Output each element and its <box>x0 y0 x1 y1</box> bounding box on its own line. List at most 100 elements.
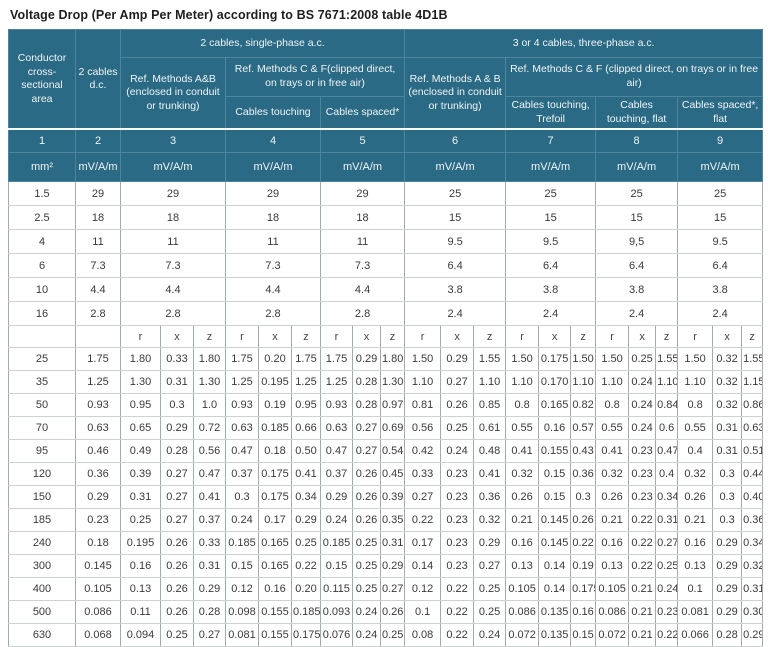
cell-value: 0.165 <box>258 531 292 556</box>
rxz-label: z <box>291 325 321 349</box>
cell-value: 0.47 <box>225 439 259 464</box>
cell-value: 0.31 <box>120 485 161 510</box>
cell-dc-value: 0.068 <box>75 623 121 647</box>
cell-value: 0.23 <box>440 531 475 556</box>
cell-value: 0.3 <box>160 393 194 418</box>
cell-area: 6 <box>8 253 76 279</box>
cell-value: 0.29 <box>712 531 743 556</box>
cell-value: 0.17 <box>258 508 292 533</box>
cell-value: 18 <box>75 205 121 231</box>
cell-value: 0.37 <box>225 462 259 487</box>
cell-dc-value: 0.63 <box>75 416 121 441</box>
cell-value: 29 <box>75 181 121 207</box>
cell-value: 0.34 <box>291 485 321 510</box>
cell-value: 7.3 <box>120 253 226 279</box>
table-row: 1.5 29 29 29 29 25 25 25 25 <box>8 181 764 207</box>
cell-value: 0.28 <box>352 393 381 418</box>
header-method-ab-single: Ref. Methods A&B (enclosed in conduit or… <box>120 57 226 130</box>
cell-value: 0.21 <box>628 577 657 602</box>
header-2-cables-dc: 2 cables d.c. <box>75 29 121 130</box>
cell-value: 0.29 <box>741 623 764 647</box>
cell-value: 0.155 <box>258 600 292 625</box>
header-conductor-area: Conductor cross-sectional area <box>8 29 76 130</box>
cell-value: 0.25 <box>655 554 679 579</box>
table-row: 120 0.36 0.39 0.27 0.47 0.37 0.175 0.41 0.37 0.26… <box>8 462 764 487</box>
rxz-label: r <box>120 325 161 349</box>
table-row: 70 0.63 0.65 0.29 0.72 0.63 0.185 0.66 0.63 0.27 0… <box>8 416 764 441</box>
cell-value: 0.42 <box>404 439 442 464</box>
cell-value: 0.32 <box>505 462 540 487</box>
cell-value: 0.28 <box>160 439 194 464</box>
cell-value: 2.4 <box>404 301 507 327</box>
cell-value: 0.36 <box>741 508 764 533</box>
cell-value: 0.23 <box>440 485 475 510</box>
page-title: Voltage Drop (Per Amp Per Meter) accordi… <box>10 8 448 22</box>
cell-value: 7.3 <box>75 253 121 279</box>
cell-value: 0.44 <box>741 462 764 487</box>
table-row: 4 11 11 11 11 9.5 9.5 9,5 9.5 <box>8 229 764 255</box>
rxz-label: z <box>570 325 597 349</box>
table-row: 150 0.29 0.31 0.27 0.41 0.3 0.175 0.34 0.29 0.26 0… <box>8 485 764 510</box>
column-number: 9 <box>677 128 764 154</box>
table-row: 185 0.23 0.25 0.27 0.37 0.24 0.17 0.29 0.24 0.26 0… <box>8 508 764 533</box>
cell-value: 0.61 <box>473 416 507 441</box>
column-unit: mV/A/m <box>319 152 406 183</box>
table-row: 2.5 18 18 18 18 15 15 15 15 <box>8 205 764 231</box>
column-unit: mm² <box>8 152 76 183</box>
rxz-label: r <box>677 325 714 349</box>
cell-value: 1.80 <box>379 347 406 372</box>
cell-dc-value: 1.25 <box>75 370 121 395</box>
cell-area: 4 <box>8 229 76 255</box>
cell-value: 0.27 <box>379 577 406 602</box>
cell-value: 0.29 <box>352 347 381 372</box>
cell-value: 0.14 <box>538 554 572 579</box>
cell-value: 0.175 <box>538 347 572 372</box>
cell-value: 0.29 <box>291 508 321 533</box>
cell-value: 0.21 <box>595 508 630 533</box>
column-unit: mV/A/m <box>225 152 321 183</box>
header-three-phase-group: 3 or 4 cables, three-phase a.c. <box>404 29 764 58</box>
cell-value: 1.55 <box>473 347 507 372</box>
rxz-label: r <box>505 325 540 349</box>
column-number: 3 <box>120 128 226 154</box>
table-row: 25 1.75 1.80 0.33 1.80 1.75 0.20 1.75 1.75 0.29 1.… <box>8 347 764 372</box>
cell-value: 0.27 <box>160 508 194 533</box>
rxz-label: r <box>595 325 630 349</box>
cell-value: 1.80 <box>193 347 226 372</box>
cell-value: 0.15 <box>570 623 597 647</box>
cell-value: 1.30 <box>379 370 406 395</box>
cell-value: 1.50 <box>677 347 714 372</box>
cell-value: 1.50 <box>595 347 630 372</box>
cell-value: 0.3 <box>712 462 743 487</box>
cell-area: 10 <box>8 277 76 303</box>
column-unit: mV/A/m <box>120 152 226 183</box>
cell-value: 0.29 <box>379 554 406 579</box>
cell-value: 0.23 <box>628 462 657 487</box>
column-number: 4 <box>225 128 321 154</box>
cell-area: 1.5 <box>8 181 76 207</box>
cell-value: 0.22 <box>628 531 657 556</box>
cell-value: 0.26 <box>379 600 406 625</box>
cell-value: 0.95 <box>291 393 321 418</box>
cell-value: 0.41 <box>595 439 630 464</box>
cell-value: 2.8 <box>225 301 321 327</box>
cell-value: 0.69 <box>379 416 406 441</box>
cell-value: 0.35 <box>379 508 406 533</box>
cell-value: 0.15 <box>538 485 572 510</box>
rxz-label: z <box>379 325 406 349</box>
cell-value: 0.16 <box>120 554 161 579</box>
cell-value: 0.31 <box>160 370 194 395</box>
cell-value: 0.175 <box>258 485 292 510</box>
table-row: 240 0.18 0.195 0.26 0.33 0.185 0.165 0.25 0.185 0… <box>8 531 764 556</box>
cell-value: 0.32 <box>712 393 743 418</box>
cell-value: 1.0 <box>193 393 226 418</box>
cell-area: 400 <box>8 577 76 602</box>
cell-value: 0.49 <box>120 439 161 464</box>
table-row: 630 0.068 0.094 0.25 0.27 0.081 0.155 0.175 0.07… <box>8 623 764 647</box>
cell-value: 1.10 <box>505 370 540 395</box>
cell-value: 0.22 <box>570 531 597 556</box>
cell-value: 0.145 <box>538 508 572 533</box>
cell-value: 0.086 <box>595 600 630 625</box>
cell-value: 0.66 <box>291 416 321 441</box>
cell-value: 0.21 <box>505 508 540 533</box>
